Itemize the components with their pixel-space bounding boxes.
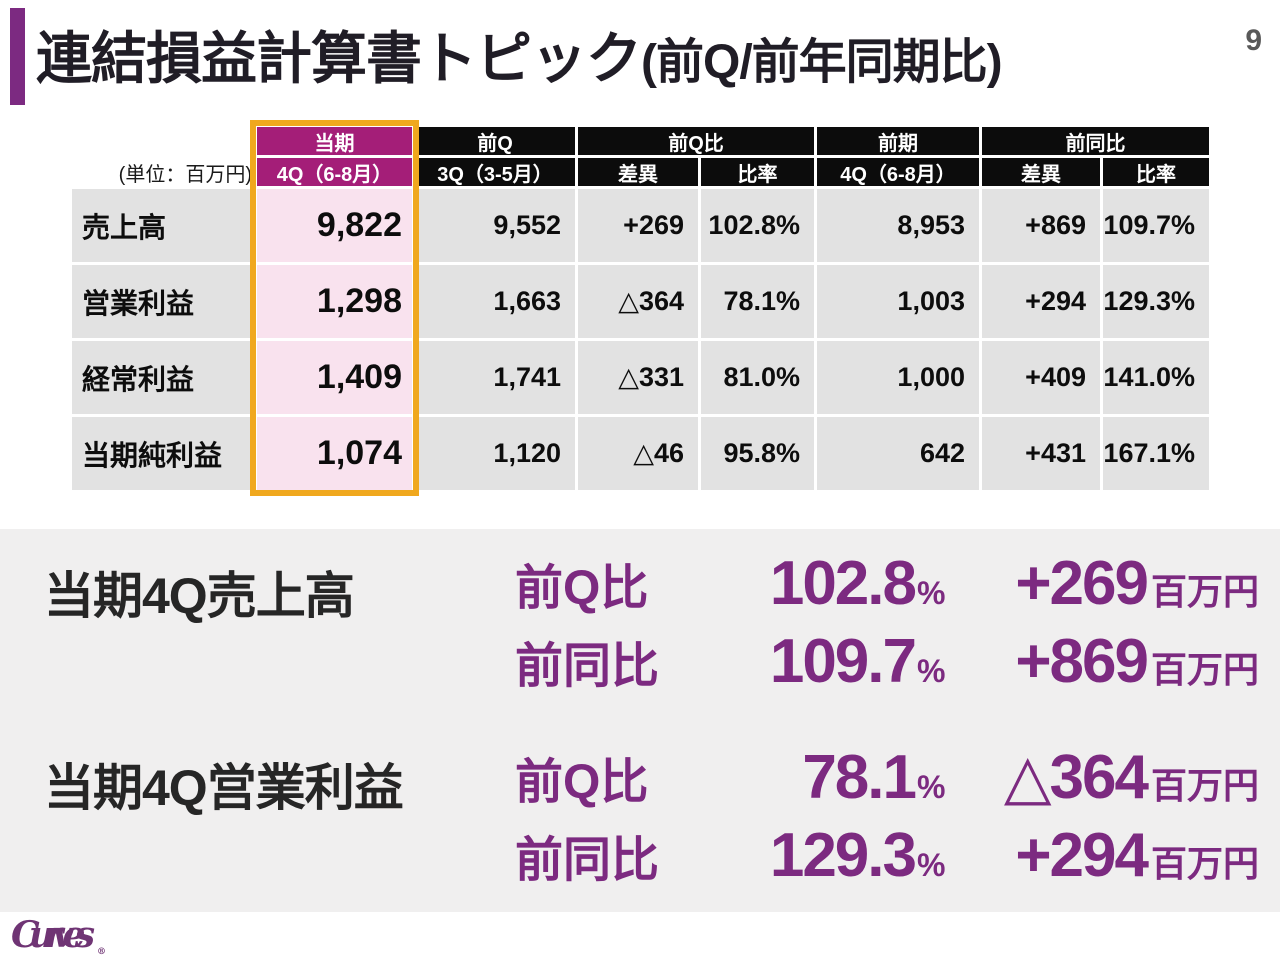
page-title-main: 連結損益計算書トピック [36, 27, 642, 90]
diff-value: +269 [1015, 549, 1149, 618]
ratio-value: 129.3 [769, 821, 917, 890]
col-qoq-ratio: 比率 [701, 158, 814, 186]
metric-label: 前同比 [515, 834, 660, 887]
col-group-current: 当期 [257, 127, 412, 155]
summary-label-net-sales: 当期4Q売上高 [44, 568, 355, 624]
ordinary-income-yoy-ratio: 141.0% [1103, 341, 1209, 414]
diff-value: △364 [1003, 743, 1149, 812]
metric-label: 前Q比 [515, 562, 649, 615]
net-sales-prev-year: 8,953 [817, 189, 979, 262]
col-qoq-diff: 差異 [578, 158, 698, 186]
summary-net-sales-yoy: 前同比 109.7 % +869 百万円 [515, 626, 1259, 697]
summary-band [0, 529, 1280, 912]
ratio-value: 78.1 [802, 743, 917, 812]
ordinary-income-prev-year: 1,000 [817, 341, 979, 414]
summary-net-sales-qoq: 前Q比 102.8 % +269 百万円 [515, 548, 1259, 619]
ratio-value: 109.7 [769, 627, 917, 696]
operating-income-current: 1,298 [257, 265, 412, 338]
metric-label: 前同比 [515, 640, 660, 693]
diff-unit: 百万円 [1151, 649, 1260, 690]
summary-operating-income-qoq: 前Q比 78.1 % △364 百万円 [515, 740, 1259, 813]
operating-income-qoq-diff: △364 [578, 265, 698, 338]
ordinary-income-prev-q: 1,741 [415, 341, 575, 414]
ratio-value: 102.8 [769, 549, 917, 618]
row-label-operating-income: 営業利益 [72, 265, 254, 338]
col-yoy-ratio: 比率 [1103, 158, 1209, 186]
metric-label: 前Q比 [515, 756, 649, 809]
registered-trademark-icon: ® [97, 947, 106, 957]
ordinary-income-qoq-diff: △331 [578, 341, 698, 414]
net-income-qoq-diff: △46 [578, 417, 698, 490]
curves-logo: Curves ® [11, 916, 106, 957]
title-accent-bar [10, 8, 25, 105]
col-prev-quarter: 3Q（3-5月） [415, 158, 575, 186]
col-prev-year-quarter: 4Q（6-8月） [817, 158, 979, 186]
net-sales-qoq-diff: +269 [578, 189, 698, 262]
curves-logo-text: Curves [11, 916, 95, 956]
diff-unit: 百万円 [1151, 765, 1260, 806]
row-label-ordinary-income: 経常利益 [72, 341, 254, 414]
row-label-net-sales: 売上高 [72, 189, 254, 262]
net-sales-yoy-diff: +869 [982, 189, 1100, 262]
diff-unit: 百万円 [1151, 571, 1260, 612]
summary-label-operating-income: 当期4Q営業利益 [44, 760, 404, 816]
page-title-suffix: (前Q/前年同期比) [641, 36, 1003, 89]
operating-income-yoy-ratio: 129.3% [1103, 265, 1209, 338]
operating-income-yoy-diff: +294 [982, 265, 1100, 338]
col-group-prev-year: 前期 [817, 127, 979, 155]
row-label-net-income: 当期純利益 [72, 417, 254, 490]
operating-income-prev-q: 1,663 [415, 265, 575, 338]
operating-income-qoq-ratio: 78.1% [701, 265, 814, 338]
net-income-yoy-diff: +431 [982, 417, 1100, 490]
ordinary-income-qoq-ratio: 81.0% [701, 341, 814, 414]
net-sales-qoq-ratio: 102.8% [701, 189, 814, 262]
col-group-yoy: 前同比 [982, 127, 1209, 155]
page-number: 9 [1245, 24, 1262, 57]
ratio-unit: % [917, 653, 946, 689]
net-income-prev-q: 1,120 [415, 417, 575, 490]
diff-value: +294 [1015, 821, 1149, 890]
col-group-qoq: 前Q比 [578, 127, 814, 155]
net-income-prev-year: 642 [817, 417, 979, 490]
ratio-unit: % [917, 575, 946, 611]
col-group-prev-q: 前Q [415, 127, 575, 155]
page-title: 連結損益計算書トピック(前Q/前年同期比) [36, 14, 1196, 95]
operating-income-prev-year: 1,003 [817, 265, 979, 338]
net-sales-current: 9,822 [257, 189, 412, 262]
summary-operating-income-yoy: 前同比 129.3 % +294 百万円 [515, 820, 1259, 891]
ordinary-income-yoy-diff: +409 [982, 341, 1100, 414]
unit-label: (単位：百万円) [72, 158, 254, 186]
col-current-quarter: 4Q（6-8月） [257, 158, 412, 186]
ratio-unit: % [917, 769, 946, 805]
net-sales-prev-q: 9,552 [415, 189, 575, 262]
net-income-yoy-ratio: 167.1% [1103, 417, 1209, 490]
col-yoy-diff: 差異 [982, 158, 1100, 186]
table-corner-blank [72, 127, 254, 155]
net-sales-yoy-ratio: 109.7% [1103, 189, 1209, 262]
ratio-unit: % [917, 847, 946, 883]
ordinary-income-current: 1,409 [257, 341, 412, 414]
diff-value: +869 [1015, 627, 1149, 696]
net-income-qoq-ratio: 95.8% [701, 417, 814, 490]
diff-unit: 百万円 [1151, 843, 1260, 884]
net-income-current: 1,074 [257, 417, 412, 490]
income-statement-table: 当期 前Q 前Q比 前期 前同比 (単位：百万円) 4Q（6-8月） 3Q（3-… [72, 127, 1209, 490]
